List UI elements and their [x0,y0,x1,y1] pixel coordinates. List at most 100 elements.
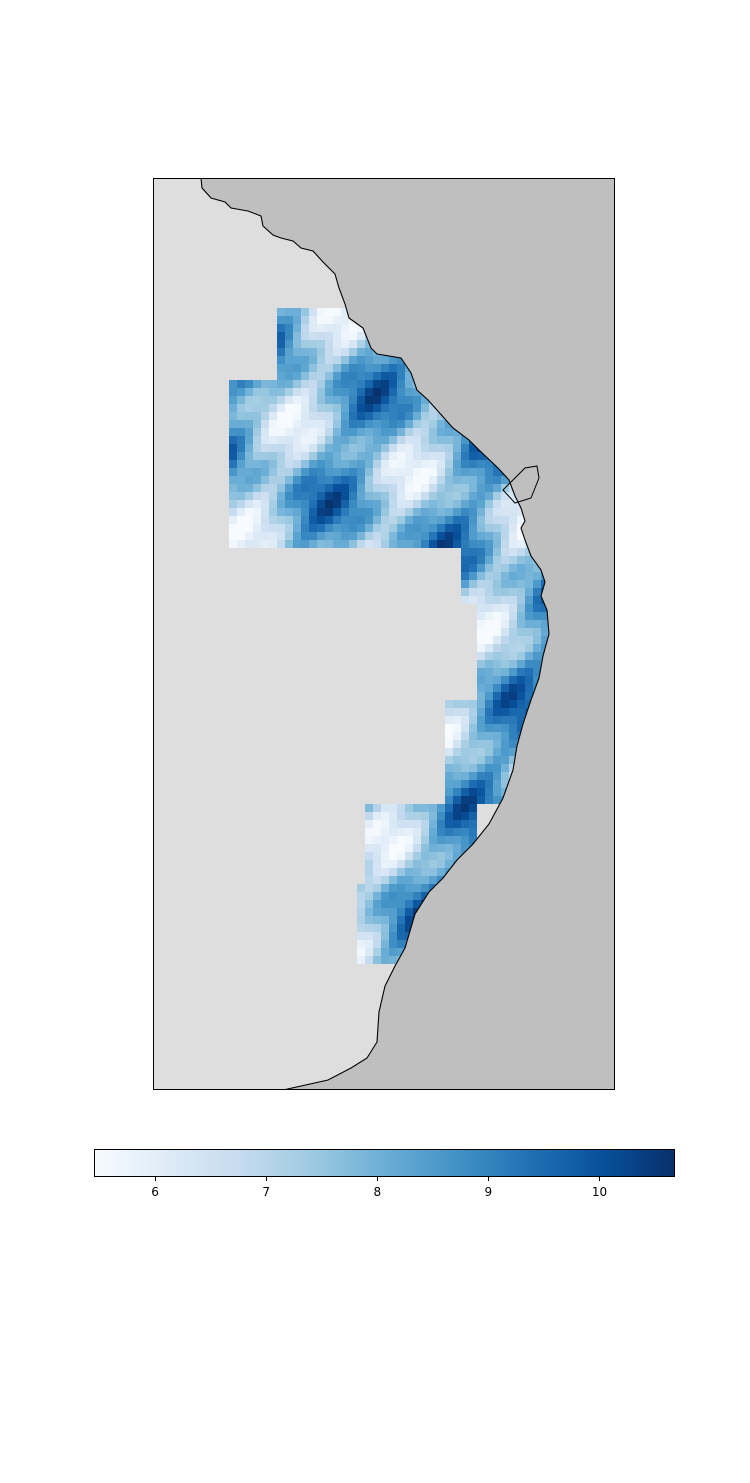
data-cell [237,500,245,508]
data-cell [517,692,525,700]
data-cell [445,812,453,820]
data-cell [269,540,277,548]
data-cell [317,356,325,364]
data-cell [373,356,381,364]
data-cell [405,420,413,428]
data-cell [357,388,365,396]
data-cell [349,420,357,428]
data-cell [277,388,285,396]
data-cell [453,780,461,788]
data-cell [373,388,381,396]
data-cell [445,484,453,492]
data-cell [405,396,413,404]
data-cell [453,500,461,508]
data-cell [309,476,317,484]
data-cell [509,700,517,708]
data-cell [293,388,301,396]
data-cell [477,732,485,740]
data-cell [349,380,357,388]
data-cell [525,644,533,652]
data-cell [437,540,445,548]
data-cell [405,860,413,868]
data-cell [309,508,317,516]
data-cell [397,852,405,860]
data-cell [485,556,493,564]
data-cell [373,500,381,508]
data-cell [493,788,501,796]
data-cell [245,500,253,508]
data-cell [309,412,317,420]
data-cell [309,492,317,500]
data-cell [493,564,501,572]
coastline [200,178,550,1090]
data-cell [501,676,509,684]
data-cell [373,908,381,916]
data-cell [437,452,445,460]
data-cell [365,508,373,516]
data-cell [525,636,533,644]
data-cell [501,572,509,580]
data-cell [365,452,373,460]
data-cell [533,596,541,604]
data-cell [429,820,437,828]
data-cell [389,508,397,516]
data-cell [349,396,357,404]
data-cell [381,428,389,436]
data-cell [477,660,485,668]
data-cell [501,524,509,532]
data-cell [509,508,517,516]
data-cell [541,620,549,628]
data-cell [517,572,525,580]
data-cell [413,404,421,412]
data-cell [485,668,493,676]
data-cell [501,652,509,660]
data-cell [269,484,277,492]
data-cell [493,676,501,684]
data-cell [405,812,413,820]
data-cell [397,932,405,940]
data-cell [357,908,365,916]
data-cell [277,452,285,460]
data-cell [517,564,525,572]
data-cell [509,628,517,636]
data-cell [501,564,509,572]
data-cell [485,596,493,604]
data-cell [493,572,501,580]
data-cell [485,708,493,716]
data-cell [405,492,413,500]
data-cell [405,516,413,524]
data-cell [317,372,325,380]
data-cell [365,484,373,492]
data-cell [493,756,501,764]
data-cell [501,548,509,556]
data-cell [365,804,373,812]
data-cell [477,476,485,484]
data-cell [453,540,461,548]
map-frame-border [153,178,615,1090]
data-cell [445,476,453,484]
data-cell [509,540,517,548]
data-cell [453,732,461,740]
data-cell [365,956,373,964]
data-cell [333,316,341,324]
data-cell [373,524,381,532]
data-cell [461,724,469,732]
data-cell [421,860,429,868]
data-cell [381,892,389,900]
data-cell [453,828,461,836]
data-cell [357,396,365,404]
data-cell [493,580,501,588]
data-cell [485,580,493,588]
data-cell [317,540,325,548]
data-cell [357,540,365,548]
data-cell [421,892,429,900]
data-cell [309,380,317,388]
data-cell [509,564,517,572]
data-cell [493,772,501,780]
data-cell [349,332,357,340]
data-cell [413,436,421,444]
data-cell [389,436,397,444]
data-cell [453,724,461,732]
data-cell [501,588,509,596]
data-cell [445,516,453,524]
